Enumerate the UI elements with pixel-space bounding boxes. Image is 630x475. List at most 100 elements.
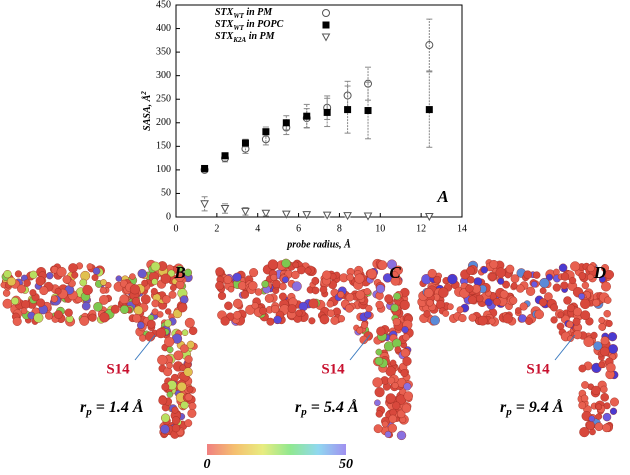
probe-radius-label: rp = 1.4 Å [80, 398, 144, 418]
x-tick-label: 2 [214, 223, 219, 234]
atom [605, 319, 613, 328]
atom [232, 272, 242, 282]
atom [14, 270, 22, 278]
atom [322, 270, 332, 280]
atom [184, 419, 193, 428]
atom [249, 268, 259, 278]
atom [86, 263, 94, 270]
molecule [0, 259, 198, 439]
atom [139, 334, 147, 342]
atom [566, 320, 574, 329]
atom [578, 272, 587, 280]
residue-label: S14 [321, 361, 345, 377]
atom [157, 354, 168, 366]
atom [510, 274, 520, 284]
atom [602, 412, 612, 422]
x-tick-label: 14 [457, 223, 467, 234]
atom [600, 336, 610, 346]
atom [593, 341, 603, 351]
atom [387, 423, 397, 433]
atom [29, 289, 37, 297]
atom [456, 306, 464, 314]
atom [497, 277, 505, 285]
atom [365, 304, 373, 313]
plot-frame [175, 4, 463, 218]
atom [423, 288, 434, 298]
atom [387, 376, 396, 385]
atom [35, 276, 46, 286]
residue-pointer [134, 334, 156, 361]
atom [364, 310, 372, 319]
atom [550, 303, 559, 312]
atom [523, 270, 532, 279]
atom [151, 299, 160, 308]
atom [10, 296, 20, 306]
atom [560, 281, 569, 290]
atom [345, 304, 354, 313]
atom [580, 298, 591, 310]
atom [291, 281, 302, 292]
atom [129, 273, 136, 280]
atom [545, 273, 553, 281]
atom [591, 385, 601, 396]
atom [598, 361, 605, 369]
atom [224, 301, 233, 311]
atom [175, 272, 185, 282]
atom [171, 406, 179, 414]
atom [557, 311, 564, 318]
atom [402, 356, 412, 366]
y-tick-label: 450 [156, 0, 171, 10]
atom [137, 321, 145, 330]
probe-radius-sub: p [300, 406, 307, 418]
atom [179, 295, 189, 304]
atom [467, 276, 475, 284]
x-axis-label: probe radius, Å [286, 238, 351, 250]
atom [560, 272, 570, 281]
atom [133, 305, 144, 315]
atom [608, 344, 618, 354]
atom [129, 284, 140, 295]
atom [374, 387, 385, 398]
atom [295, 309, 303, 317]
y-tick-label: 200 [156, 117, 171, 128]
atom [91, 274, 99, 282]
atom [21, 300, 30, 309]
data-point [303, 112, 311, 120]
atom [402, 333, 410, 341]
residue-label: S14 [106, 361, 130, 377]
atom [248, 281, 258, 291]
atom [99, 312, 110, 323]
atom [156, 311, 164, 318]
atom [12, 316, 22, 326]
atom [166, 362, 173, 369]
atom [155, 327, 167, 339]
probe-radius-symbol: r [295, 399, 302, 416]
atom [604, 269, 615, 280]
atom [311, 276, 320, 285]
atom [160, 424, 170, 435]
y-tick-label: 350 [156, 46, 171, 57]
atom [539, 277, 550, 289]
atom [54, 310, 63, 319]
x-tick-label: 0 [174, 223, 179, 234]
atom [146, 319, 156, 329]
atom [586, 264, 595, 273]
legend-label-rest: in PM [246, 31, 275, 42]
panel-letter: B [173, 263, 185, 282]
atom [337, 291, 345, 299]
legend-label-sub: WT [233, 24, 244, 32]
atom [393, 292, 401, 301]
data-point [221, 152, 229, 160]
atom [391, 382, 399, 389]
atom [396, 409, 406, 419]
atom [401, 403, 412, 413]
atom [71, 271, 79, 279]
atom [606, 362, 616, 373]
atom [166, 346, 174, 354]
atom [33, 312, 44, 323]
x-tick-label: 4 [255, 223, 260, 234]
atom [354, 273, 365, 284]
atom [356, 326, 364, 334]
atom [516, 284, 525, 293]
